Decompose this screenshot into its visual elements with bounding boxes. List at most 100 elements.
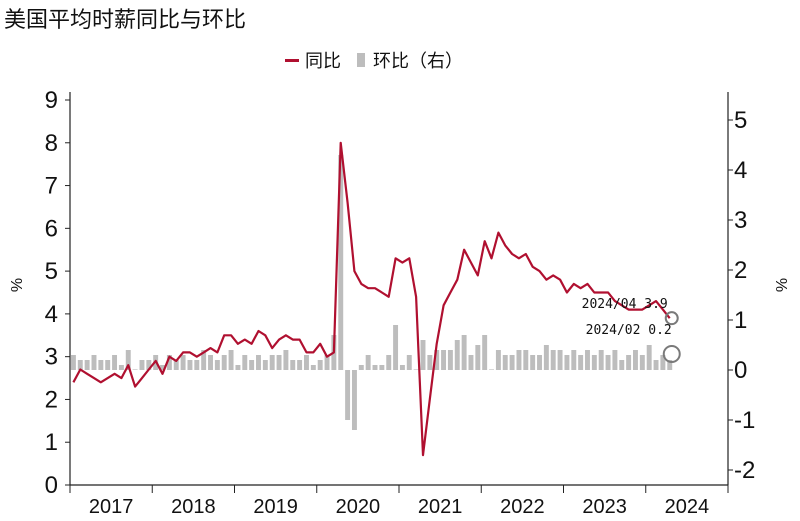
- mom-bar: [578, 355, 584, 370]
- mom-bar: [221, 355, 227, 370]
- mom-bar: [420, 340, 426, 370]
- mom-bar: [406, 355, 412, 370]
- mom-bar: [214, 360, 220, 370]
- mom-bar: [523, 350, 529, 370]
- mom-bar: [379, 365, 385, 370]
- mom-bar: [146, 360, 152, 370]
- mom-bar: [441, 350, 447, 370]
- mom-bar: [639, 355, 645, 370]
- mom-bar: [591, 355, 597, 370]
- left-tick-label: 9: [45, 87, 58, 114]
- x-tick-label: 2024: [665, 496, 710, 518]
- mom-bar: [317, 360, 323, 370]
- right-tick-label: 4: [734, 157, 747, 184]
- mom-bar: [249, 360, 255, 370]
- left-tick-label: 6: [45, 215, 58, 242]
- mom-bar: [228, 350, 234, 370]
- x-tick-label: 2023: [582, 496, 627, 518]
- mom-bar: [530, 355, 536, 370]
- left-tick-label: 0: [45, 472, 58, 499]
- mom-bar: [345, 370, 351, 420]
- x-tick-label: 2020: [336, 496, 381, 518]
- mom-bar: [660, 355, 666, 370]
- left-tick-label: 4: [45, 301, 58, 328]
- mom-bar: [468, 355, 474, 370]
- mom-bar: [489, 369, 494, 370]
- annotation-mom: 2024/02 0.2: [586, 323, 672, 338]
- mom-bar: [516, 350, 522, 370]
- mom-bar: [112, 355, 118, 370]
- mom-bar: [434, 350, 440, 370]
- mom-bar: [543, 345, 549, 370]
- right-tick-label: 1: [734, 307, 747, 334]
- left-axis-label: %: [9, 278, 26, 292]
- mom-bar: [585, 350, 590, 370]
- mom-bar: [283, 350, 289, 370]
- mom-bar: [194, 360, 200, 370]
- mom-bar: [550, 350, 556, 370]
- legend-item-mom: 环比（右）: [357, 47, 463, 73]
- mom-bar: [564, 355, 570, 370]
- mom-bar: [653, 360, 659, 370]
- mom-bar: [537, 355, 542, 370]
- mom-bar: [571, 350, 577, 370]
- mom-bar: [633, 350, 638, 370]
- mom-bar: [461, 335, 467, 370]
- mom-bar: [269, 355, 275, 370]
- left-tick-label: 3: [45, 344, 58, 371]
- right-tick-label: 2: [734, 257, 747, 284]
- mom-bar: [413, 369, 419, 370]
- mom-bar: [667, 360, 673, 370]
- right-tick-label: 5: [734, 107, 747, 134]
- x-tick-label: 2022: [500, 496, 545, 518]
- mom-bar: [166, 355, 172, 370]
- mom-bar: [201, 350, 207, 370]
- latest-yoy-marker: [664, 311, 679, 326]
- right-tick-label: 0: [734, 357, 747, 384]
- mom-bar: [372, 365, 378, 370]
- mom-bar: [509, 355, 515, 370]
- right-tick-label: -1: [734, 407, 755, 434]
- mom-bar: [139, 360, 145, 370]
- mom-bar: [180, 355, 186, 370]
- legend-label-yoy: 同比: [305, 51, 341, 72]
- x-tick-label: 2021: [418, 496, 463, 518]
- mom-bar: [256, 355, 261, 370]
- left-tick-label: 8: [45, 130, 58, 157]
- mom-bar: [290, 360, 296, 370]
- mom-bar: [427, 355, 433, 370]
- mom-bar: [187, 360, 193, 370]
- latest-mom-marker: [662, 345, 681, 363]
- mom-bar: [612, 350, 618, 370]
- mom-bar: [626, 355, 632, 370]
- mom-bar: [70, 355, 76, 370]
- mom-bar: [475, 345, 481, 370]
- yoy-line: [72, 141, 671, 457]
- x-tick-label: 2019: [253, 496, 298, 518]
- mom-bar: [310, 365, 316, 370]
- mom-bar: [125, 350, 131, 370]
- mom-bar: [77, 360, 83, 370]
- mom-bar: [502, 355, 508, 370]
- mom-bar: [132, 369, 138, 370]
- mom-bar: [557, 350, 563, 370]
- mom-bar: [393, 325, 399, 370]
- x-tick-label: 2017: [89, 496, 134, 518]
- right-tick-label: -2: [734, 457, 755, 484]
- mom-bar: [619, 360, 625, 370]
- legend-bar-swatch: [357, 53, 365, 67]
- mom-bar: [495, 350, 501, 370]
- mom-bar: [84, 360, 90, 370]
- mom-bar: [358, 365, 364, 370]
- legend-line-swatch: [285, 58, 299, 62]
- mom-bar: [235, 365, 241, 370]
- mom-bar: [365, 355, 371, 370]
- mom-bar: [386, 355, 392, 370]
- annotation-yoy: 2024/04 3.9: [582, 297, 668, 312]
- left-tick-label: 2: [45, 386, 58, 413]
- mom-bar: [91, 355, 97, 370]
- mom-bar: [242, 355, 248, 370]
- mom-bar: [447, 350, 453, 370]
- left-tick-label: 1: [45, 429, 58, 456]
